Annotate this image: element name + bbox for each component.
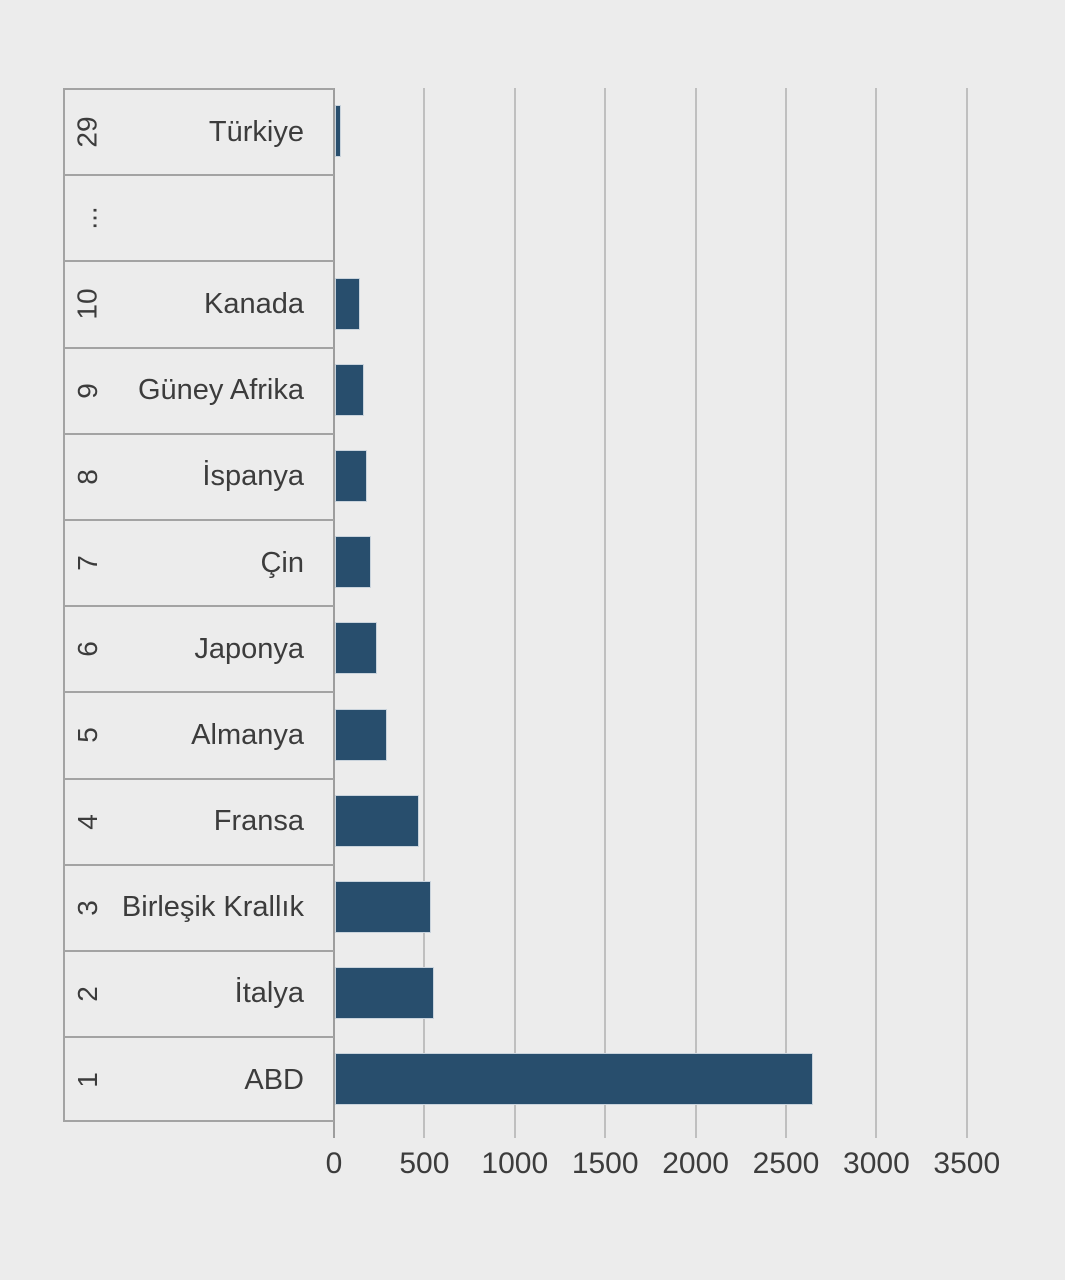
- country-label: Birleşik Krallık: [121, 891, 304, 924]
- country-label: Çin: [260, 546, 304, 579]
- x-tick-label: 1500: [571, 1147, 639, 1181]
- rank-label: 8: [71, 469, 103, 485]
- country-label: Kanada: [204, 287, 304, 320]
- country-label: Japonya: [194, 632, 304, 665]
- country-label: Türkiye: [208, 115, 304, 148]
- rank-cell: 7: [67, 521, 109, 605]
- bar: [335, 967, 435, 1020]
- rank-label: 1: [71, 1072, 103, 1088]
- rank-label: 29: [72, 116, 103, 148]
- gridline: [513, 88, 516, 1139]
- bar: [335, 105, 342, 158]
- gridline: [965, 88, 968, 1139]
- table-row: 1 ABD: [65, 1036, 334, 1122]
- bar: [335, 794, 420, 847]
- rank-label: 3: [71, 899, 103, 916]
- bar: [335, 449, 367, 502]
- rank-cell: ...: [67, 176, 109, 260]
- country-label: İtalya: [234, 977, 304, 1010]
- rank-label: 7: [71, 555, 103, 571]
- rank-cell: 4: [67, 780, 109, 864]
- rank-cell: 3: [67, 866, 109, 950]
- table-row: 7 Çin: [65, 518, 334, 605]
- rank-cell: 6: [67, 607, 109, 691]
- x-tick-label: 3000: [843, 1147, 910, 1181]
- rank-label: 2: [71, 986, 103, 1002]
- country-label: Güney Afrika: [137, 374, 304, 407]
- table-row: 29 Türkiye: [65, 88, 334, 174]
- rank-cell: 9: [67, 349, 109, 433]
- rank-label: 10: [72, 288, 103, 321]
- rank-cell: 2: [67, 952, 109, 1036]
- rank-cell: 10: [67, 262, 109, 346]
- country-label: Almanya: [191, 718, 304, 751]
- rank-label: 6: [71, 641, 103, 658]
- bar: [335, 880, 431, 933]
- bar: [335, 363, 364, 416]
- rank-cell: 1: [67, 1038, 109, 1122]
- x-tick-label: 3500: [933, 1147, 1001, 1181]
- gridline: [604, 88, 607, 1139]
- rank-label: 4: [71, 813, 103, 830]
- table-row: 9 Güney Afrika: [65, 346, 334, 433]
- country-label: ABD: [244, 1063, 304, 1096]
- table-row: 4 Fransa: [65, 777, 334, 864]
- table-row: ...: [65, 174, 334, 260]
- x-tick-label: 0: [325, 1147, 343, 1181]
- bar: [335, 536, 372, 589]
- table-row: 5 Almanya: [65, 691, 334, 777]
- table-row: 8 İspanya: [65, 432, 334, 519]
- x-tick-label: 500: [399, 1147, 450, 1181]
- bar: [335, 708, 388, 761]
- rank-label: 5: [71, 727, 103, 744]
- country-label: Fransa: [213, 805, 304, 838]
- country-label: İspanya: [202, 460, 304, 493]
- rank-cell: 5: [67, 693, 109, 777]
- x-tick-label: 2500: [752, 1147, 820, 1181]
- bar: [335, 277, 361, 330]
- gridline: [423, 88, 426, 1139]
- gridline: [694, 88, 697, 1139]
- rank-cell: 29: [67, 90, 109, 174]
- table-row: 6 Japonya: [65, 605, 334, 691]
- gridline: [875, 88, 878, 1139]
- rank-cell: 8: [67, 435, 109, 519]
- table-row: 2 İtalya: [65, 949, 334, 1036]
- table-row: 3 Birleşik Krallık: [65, 863, 334, 950]
- y-axis-line: [333, 88, 335, 1139]
- ellipsis-label: ...: [72, 206, 103, 230]
- table-row: 10 Kanada: [65, 260, 334, 346]
- x-tick-label: 1000: [481, 1147, 549, 1181]
- bar: [335, 1053, 814, 1106]
- label-column: 29 Türkiye... 10 Kanada 9 Güney Afrika 8 İspany…: [63, 88, 334, 1123]
- rank-label: 9: [71, 382, 103, 399]
- gridline: [785, 88, 787, 1139]
- bar: [335, 622, 377, 675]
- x-tick-label: 2000: [662, 1147, 729, 1181]
